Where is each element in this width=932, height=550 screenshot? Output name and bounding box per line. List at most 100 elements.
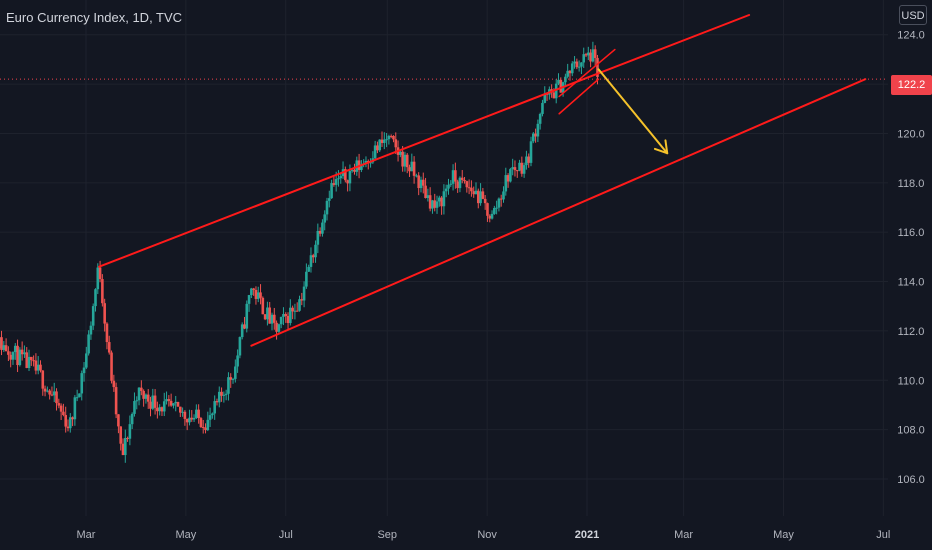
drawings[interactable] (98, 14, 867, 347)
candle-down (456, 181, 459, 189)
candle-up (158, 407, 161, 412)
candle-up (323, 214, 327, 223)
candle-up (497, 198, 501, 208)
candle-up (206, 419, 210, 431)
candle-down (32, 360, 35, 362)
candle-up (137, 387, 141, 401)
candle-up (511, 167, 514, 170)
candle-down (470, 187, 473, 192)
candle-down (534, 133, 537, 137)
candle-up (231, 378, 235, 380)
candle-down (183, 411, 187, 419)
candle-up (577, 66, 581, 68)
candle-down (117, 414, 120, 427)
candle-down (559, 79, 563, 93)
candle-down (513, 167, 517, 171)
candle-down (506, 175, 510, 182)
candle-down (380, 139, 384, 143)
candle-up (2, 345, 6, 350)
candle-down (488, 215, 492, 219)
candle-down (440, 197, 443, 207)
candle-up (305, 271, 308, 287)
candle-down (41, 370, 45, 389)
candle-up (80, 373, 84, 394)
candle-up (399, 151, 402, 155)
candle-down (424, 185, 427, 199)
candle-down (149, 401, 152, 409)
candle-down (428, 195, 432, 209)
x-tick-label: Mar (674, 529, 693, 541)
candle-up (181, 411, 184, 413)
candle-down (176, 401, 180, 407)
candle-down (252, 288, 255, 290)
candle-up (415, 175, 418, 177)
candle-up (541, 102, 544, 114)
candle-down (142, 390, 145, 399)
candle-down (405, 154, 409, 168)
candle-down (486, 203, 489, 216)
candle-up (458, 177, 462, 189)
x-tick-label: Nov (477, 529, 497, 541)
channel-lower[interactable] (250, 78, 867, 347)
candle-down (201, 427, 205, 429)
candle-down (167, 399, 171, 401)
candle-up (192, 417, 196, 420)
candle-up (564, 76, 567, 83)
candle-up (337, 178, 340, 180)
currency-button[interactable]: USD (899, 5, 927, 25)
candle-up (309, 255, 313, 267)
candle-up (277, 324, 281, 332)
x-tick-label: May (175, 529, 196, 541)
wedge-upper[interactable] (558, 48, 616, 98)
candle-up (419, 179, 423, 189)
grid (0, 0, 888, 516)
candle-down (30, 356, 33, 361)
candle-down (454, 170, 457, 182)
candle-up (435, 201, 439, 208)
candle-down (433, 200, 437, 208)
candle-down (344, 169, 347, 181)
x-tick-label: Jul (279, 529, 293, 541)
candle-up (289, 307, 292, 324)
candle-down (286, 315, 290, 324)
x-tick-label: 2021 (575, 529, 599, 541)
candle-up (509, 169, 512, 182)
candle-up (339, 176, 343, 179)
candle-down (197, 409, 200, 419)
candle-up (438, 197, 441, 202)
candle-up (162, 401, 166, 412)
candle-down (16, 345, 19, 366)
y-tick-label: 118.0 (898, 178, 925, 190)
candle-up (85, 353, 88, 368)
chart-title: Euro Currency Index, 1D, TVC (6, 10, 183, 25)
candle-up (383, 139, 386, 143)
candle-down (66, 426, 70, 429)
candle-up (298, 299, 301, 311)
candle-up (582, 54, 586, 63)
wedge-lower[interactable] (558, 78, 600, 115)
candle-down (55, 391, 58, 404)
candle-up (87, 334, 90, 354)
candle-down (156, 407, 159, 412)
projection-arrow[interactable] (597, 68, 669, 155)
candle-down (190, 417, 194, 420)
candle-up (378, 139, 382, 151)
time-axis[interactable]: Mar May Jul Sep Nov 2021 Mar May Jul (77, 529, 891, 541)
candle-down (481, 191, 485, 199)
candle-up (449, 183, 453, 185)
candle-up (236, 355, 239, 367)
price-axis[interactable]: 124.0122.0120.0118.0116.0114.0112.0110.0… (897, 30, 925, 486)
candle-up (490, 213, 494, 219)
candle-down (408, 167, 411, 172)
candle-down (261, 297, 265, 315)
candle-down (50, 394, 54, 396)
candle-up (165, 399, 168, 402)
candle-down (39, 364, 42, 371)
candle-down (0, 337, 3, 350)
channel-upper[interactable] (98, 14, 751, 268)
candle-down (417, 175, 420, 189)
candle-down (199, 418, 203, 428)
candle-up (240, 324, 244, 338)
